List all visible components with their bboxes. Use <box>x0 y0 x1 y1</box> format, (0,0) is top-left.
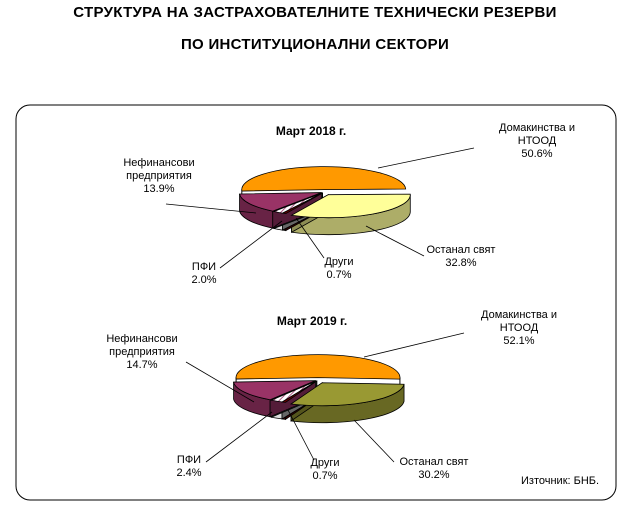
slice-value-label: 50.6% <box>521 148 552 160</box>
slice-value-label: 30.2% <box>418 469 449 481</box>
page-title: СТРУКТУРА НА ЗАСТРАХОВАТЕЛНИТЕ ТЕХНИЧЕСК… <box>73 4 557 21</box>
slice-label: Домакинства и <box>481 309 557 321</box>
chart-title: Март 2019 г. <box>277 314 347 328</box>
slice-value-label: 0.7% <box>326 269 351 281</box>
slice-label: Останал свят <box>427 244 496 256</box>
leader-line <box>219 220 283 269</box>
pie-slice <box>239 192 322 212</box>
slice-value-label: 2.0% <box>191 274 216 286</box>
leader-line <box>365 225 425 257</box>
pie-slice <box>290 193 411 219</box>
slice-value-label: 0.7% <box>312 470 337 482</box>
slice-label: ПФИ <box>192 261 216 273</box>
leader-line <box>185 361 255 403</box>
leader-line <box>353 419 395 463</box>
slice-label: Други <box>310 457 339 469</box>
slice-label: НТООД <box>500 322 539 334</box>
pie-slice <box>233 380 316 401</box>
slice-label: Нефинансови <box>106 333 177 345</box>
slice-label: ПФИ <box>177 454 201 466</box>
chart-border <box>15 104 617 501</box>
slice-value-label: 14.7% <box>126 359 157 371</box>
slice-label: предприятия <box>109 346 175 358</box>
leader-line <box>377 147 475 169</box>
slice-label: Нефинансови <box>123 157 194 169</box>
slice-value-label: 52.1% <box>503 335 534 347</box>
page-subtitle: ПО ИНСТИТУЦИОНАЛНИ СЕКТОРИ <box>180 36 450 53</box>
slice-label: Останал свят <box>400 456 469 468</box>
pie-slice <box>241 166 407 192</box>
pie-slice <box>272 192 323 214</box>
source-note: Източник: БНБ. <box>521 475 599 487</box>
slice-label: НТООД <box>518 135 557 147</box>
slice-value-label: 32.8% <box>445 257 476 269</box>
slice-label: Други <box>324 256 353 268</box>
chart-title: Март 2018 г. <box>276 124 346 138</box>
slice-label: Домакинства и <box>499 122 575 134</box>
pie-slice <box>235 354 401 380</box>
pie-slice <box>269 380 317 403</box>
slice-label: предприятия <box>126 170 192 182</box>
leader-line <box>295 217 325 259</box>
leader-line <box>287 409 315 461</box>
slice-value-label: 13.9% <box>143 183 174 195</box>
chart-area: Март 2018 г. Домакинства иНТООД50.6%Остан… <box>15 104 617 501</box>
leader-line <box>363 332 465 358</box>
leader-line <box>205 411 273 463</box>
pie-slice <box>289 382 405 407</box>
leader-line <box>165 203 257 214</box>
slice-value-label: 2.4% <box>176 467 201 479</box>
